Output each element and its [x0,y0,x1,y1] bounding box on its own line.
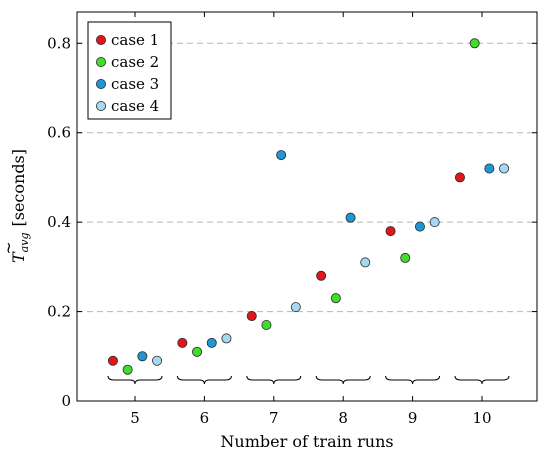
data-point-case-3 [206,337,217,348]
x-tick-label: 6 [200,409,210,427]
y-axis-subscript: avg [18,233,31,253]
data-point-case-2 [469,38,480,49]
legend-label: case 4 [111,97,159,115]
data-point-case-1 [454,172,465,183]
legend-marker [96,57,107,68]
y-axis-tilde: ~ [0,241,18,254]
group-brackets [107,375,510,385]
x-tick-label: 7 [269,409,279,427]
x-tick-label: 10 [472,409,491,427]
legend-label: case 3 [111,75,159,93]
data-point-case-3 [137,351,148,362]
y-tick-label: 0.2 [47,303,71,321]
group-bracket [454,375,510,385]
svg-text:Tavg[seconds]: Tavg [seconds] [9,149,31,263]
y-ticks: 0 0.2 0.4 0.6 0.8 [47,34,537,410]
y-tick-label: 0.4 [47,213,71,231]
data-point-case-4 [221,333,232,344]
data-point-case-4 [290,302,301,313]
data-point-case-3 [414,221,425,232]
data-point-case-2 [400,252,411,263]
data-point-case-1 [385,226,396,237]
group-bracket [385,375,441,385]
data-point-case-1 [316,270,327,281]
y-axis-symbol: T [9,251,28,263]
data-point-case-3 [276,150,287,161]
data-point-case-2 [192,346,203,357]
y-axis-label: Tavg [seconds] ~ [0,149,31,263]
group-bracket [315,375,371,385]
group-bracket [107,375,163,385]
x-axis-label: Number of train runs [220,432,393,451]
data-point-case-3 [484,163,495,174]
y-axis-unit: [seconds] [9,149,28,227]
data-point-case-4 [152,355,163,366]
data-point-case-4 [360,257,371,268]
legend: case 1 case 2 case 3 case 4 [87,21,172,120]
x-tick-label: 8 [338,409,348,427]
data-point-case-4 [499,163,510,174]
legend-marker [96,101,107,112]
x-tick-label: 5 [130,409,140,427]
y-tick-label: 0 [61,392,71,410]
x-ticks: 5 6 7 8 9 10 [130,12,492,427]
data-point-case-1 [107,355,118,366]
data-point-case-2 [122,364,133,375]
data-points [107,38,510,375]
legend-marker [96,79,107,90]
data-point-case-2 [261,319,272,330]
data-point-case-1 [246,311,257,322]
group-bracket [246,375,302,385]
grid-lines [77,42,537,313]
y-tick-label: 0.6 [47,124,71,142]
data-point-case-4 [429,217,440,228]
group-bracket [176,375,232,385]
legend-label: case 2 [111,53,159,71]
legend-marker [96,35,107,46]
data-point-case-3 [345,212,356,223]
legend-label: case 1 [111,31,159,49]
plot-frame [76,11,538,402]
data-point-case-2 [330,293,341,304]
data-point-case-1 [177,337,188,348]
y-tick-label: 0.8 [47,34,71,52]
x-tick-label: 9 [408,409,418,427]
